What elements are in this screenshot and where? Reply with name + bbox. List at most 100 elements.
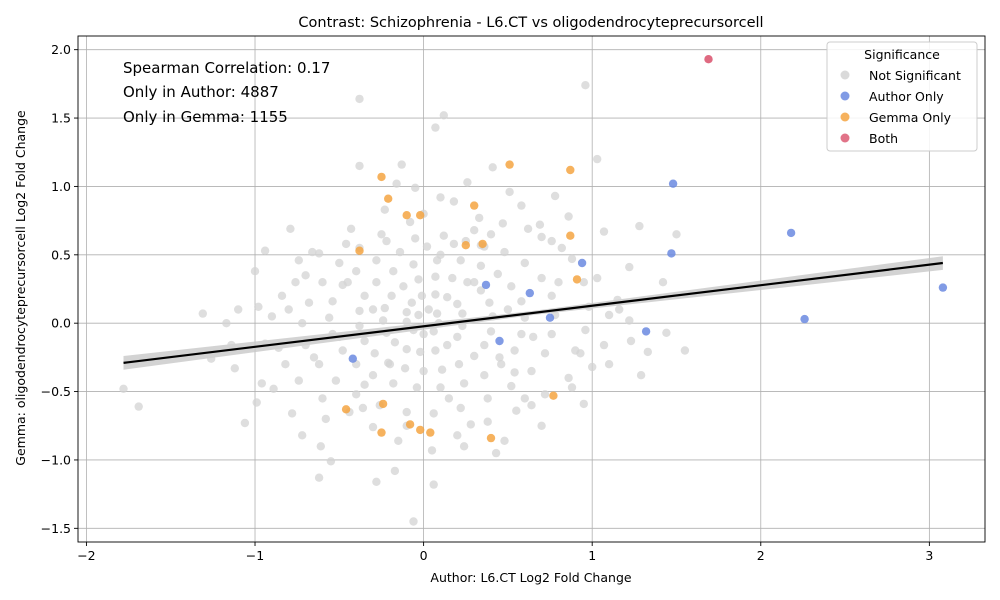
point-not-significant — [432, 309, 442, 318]
point-not-significant — [395, 247, 405, 257]
point-not-significant — [449, 197, 459, 206]
point-not-significant — [419, 366, 428, 376]
point-gemma-only — [549, 391, 558, 400]
point-not-significant — [281, 360, 290, 369]
point-not-significant — [390, 466, 400, 476]
point-not-significant — [222, 319, 231, 328]
x-axis-label: Author: L6.CT Log2 Fold Change — [430, 570, 631, 585]
x-tick-label: 0 — [420, 548, 428, 563]
point-not-significant — [325, 313, 334, 322]
point-not-significant — [495, 353, 504, 362]
point-not-significant — [463, 278, 472, 287]
point-not-significant — [387, 291, 396, 300]
point-not-significant — [294, 256, 303, 265]
point-not-significant — [360, 336, 369, 346]
point-not-significant — [529, 332, 538, 342]
point-not-significant — [483, 417, 492, 426]
point-not-significant — [535, 220, 545, 229]
point-not-significant — [227, 340, 236, 350]
point-not-significant — [493, 269, 502, 279]
point-not-significant — [287, 409, 297, 418]
point-not-significant — [564, 373, 573, 383]
point-not-significant — [372, 256, 381, 265]
point-not-significant — [286, 224, 295, 233]
point-not-significant — [466, 420, 475, 429]
point-author-only — [481, 280, 491, 290]
point-not-significant — [372, 278, 381, 287]
point-gemma-only — [505, 160, 514, 169]
point-not-significant — [314, 360, 324, 369]
point-not-significant — [260, 246, 270, 255]
point-not-significant — [321, 414, 330, 424]
point-gemma-only — [405, 420, 415, 429]
point-not-significant — [338, 346, 347, 355]
point-not-significant — [635, 221, 644, 231]
legend-title: Significance — [864, 47, 940, 62]
point-not-significant — [475, 213, 484, 223]
point-not-significant — [527, 366, 536, 376]
point-author-only — [545, 313, 555, 322]
point-not-significant — [527, 401, 536, 410]
point-not-significant — [134, 402, 143, 411]
point-not-significant — [625, 262, 634, 272]
point-not-significant — [352, 267, 361, 276]
point-not-significant — [424, 305, 433, 314]
point-not-significant — [547, 291, 556, 300]
point-not-significant — [453, 299, 462, 309]
legend-label-author-only: Author Only — [869, 89, 944, 104]
point-not-significant — [593, 154, 602, 164]
point-not-significant — [355, 94, 364, 104]
point-not-significant — [230, 364, 239, 373]
point-not-significant — [346, 224, 356, 233]
point-not-significant — [491, 448, 501, 458]
point-not-significant — [470, 226, 479, 235]
point-not-significant — [314, 249, 324, 258]
point-not-significant — [436, 193, 445, 202]
point-not-significant — [571, 346, 580, 355]
legend-marker-author-only — [840, 91, 850, 101]
legend-label-gemma-only: Gemma Only — [869, 110, 952, 125]
point-not-significant — [458, 309, 467, 318]
chart-title: Contrast: Schizophrenia - L6.CT vs oligo… — [298, 15, 763, 31]
point-not-significant — [456, 403, 465, 413]
point-not-significant — [352, 390, 361, 399]
point-author-only — [668, 179, 678, 188]
point-not-significant — [389, 267, 398, 276]
point-not-significant — [550, 191, 560, 201]
point-gemma-only — [416, 211, 425, 220]
point-not-significant — [119, 384, 128, 393]
point-not-significant — [402, 317, 411, 326]
point-not-significant — [564, 212, 573, 221]
point-not-significant — [579, 399, 588, 409]
legend-marker-both — [840, 133, 850, 143]
point-not-significant — [500, 247, 509, 257]
author-only-annotation: Only in Author: 4887 — [123, 83, 279, 101]
y-tick-label: −0.5 — [41, 384, 71, 399]
point-not-significant — [498, 219, 507, 228]
point-gemma-only — [486, 433, 496, 443]
point-not-significant — [234, 305, 243, 314]
legend: Significance Not Significant Author Only… — [826, 41, 978, 152]
point-not-significant — [254, 302, 263, 311]
point-not-significant — [407, 298, 416, 307]
point-not-significant — [370, 349, 379, 358]
point-not-significant — [443, 293, 452, 302]
point-not-significant — [497, 360, 506, 369]
point-not-significant — [431, 290, 440, 299]
point-gemma-only — [461, 241, 470, 250]
point-not-significant — [449, 239, 459, 249]
y-tick-label: 1.5 — [51, 111, 71, 126]
y-axis-label: Gemma: oligodendrocyteprecursorcell Log2… — [13, 110, 28, 466]
point-not-significant — [453, 332, 462, 342]
point-not-significant — [378, 316, 388, 325]
gemma-only-annotation: Only in Gemma: 1155 — [123, 108, 288, 126]
point-not-significant — [680, 346, 690, 355]
y-tick-label: 2.0 — [51, 42, 71, 57]
point-not-significant — [486, 230, 496, 239]
point-not-significant — [326, 457, 336, 466]
point-not-significant — [512, 406, 521, 415]
point-gemma-only — [355, 246, 364, 255]
point-not-significant — [626, 336, 636, 346]
point-not-significant — [284, 305, 293, 314]
point-not-significant — [318, 278, 327, 287]
